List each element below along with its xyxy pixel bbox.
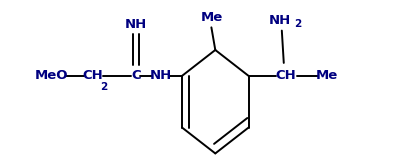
Text: Me: Me: [200, 11, 222, 24]
Text: MeO: MeO: [35, 69, 68, 82]
Text: 2: 2: [294, 19, 301, 29]
Text: NH: NH: [269, 14, 291, 27]
Text: NH: NH: [125, 18, 147, 31]
Text: C: C: [131, 69, 141, 82]
Text: CH: CH: [275, 69, 296, 82]
Text: CH: CH: [83, 69, 103, 82]
Text: NH: NH: [150, 69, 173, 82]
Text: Me: Me: [316, 69, 338, 82]
Text: 2: 2: [101, 82, 108, 92]
